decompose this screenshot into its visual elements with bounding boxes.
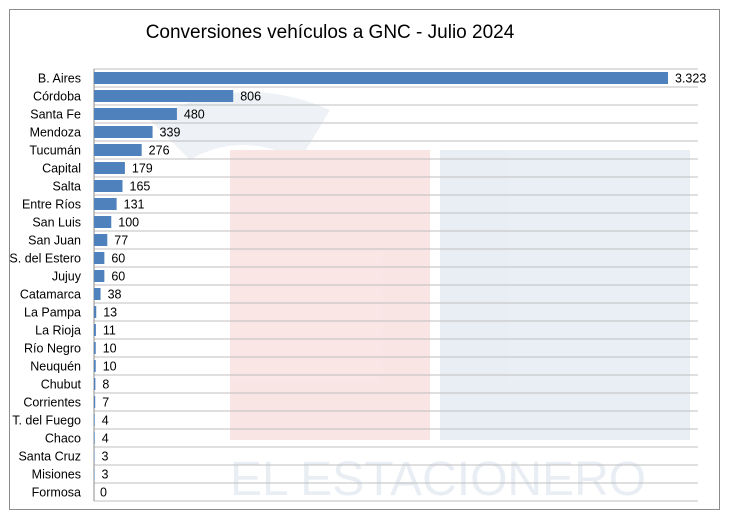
watermark-logo-e1 <box>230 150 430 440</box>
bar <box>94 126 153 138</box>
data-label: 60 <box>111 252 125 266</box>
category-label: Misiones <box>32 468 81 482</box>
category-label: San Luis <box>32 216 81 230</box>
watermark-logo-arc <box>150 92 330 160</box>
bar <box>94 162 125 174</box>
bar <box>94 288 101 300</box>
watermark-text: EL ESTACIONERO <box>230 453 646 506</box>
data-label: 806 <box>240 90 261 104</box>
bar <box>94 324 96 336</box>
bar <box>94 342 96 354</box>
bar <box>94 360 96 372</box>
data-label: 339 <box>160 126 181 140</box>
bar <box>94 180 123 192</box>
bar <box>94 252 105 264</box>
watermark-logo-e2 <box>440 150 690 440</box>
bar <box>94 270 105 282</box>
data-label: 100 <box>118 216 139 230</box>
category-label: Salta <box>53 180 82 194</box>
bar <box>94 198 117 210</box>
category-label: La Pampa <box>24 306 81 320</box>
category-label: Chubut <box>41 378 82 392</box>
data-label: 3.323 <box>675 72 706 86</box>
category-label: Santa Cruz <box>18 450 81 464</box>
category-label: Capital <box>42 162 81 176</box>
data-label: 165 <box>130 180 151 194</box>
data-label: 3 <box>102 450 109 464</box>
data-label: 276 <box>149 144 170 158</box>
data-label: 13 <box>103 306 117 320</box>
bar <box>94 396 96 408</box>
data-label: 3 <box>102 468 109 482</box>
category-label: San Juan <box>28 234 81 248</box>
bar <box>94 306 97 318</box>
data-label: 0 <box>100 486 107 500</box>
bar <box>94 450 95 462</box>
category-label: La Rioja <box>35 324 81 338</box>
data-label: 38 <box>108 288 122 302</box>
bar <box>94 234 108 246</box>
category-label: Corrientes <box>23 396 81 410</box>
bar <box>94 216 112 228</box>
category-label: Formosa <box>32 486 81 500</box>
data-label: 480 <box>184 108 205 122</box>
data-label: 8 <box>102 378 109 392</box>
category-label: Catamarca <box>20 288 81 302</box>
data-label: 10 <box>103 360 117 374</box>
category-label: Neuquén <box>30 360 81 374</box>
category-label: Chaco <box>45 432 81 446</box>
bar <box>94 432 95 444</box>
data-label: 77 <box>114 234 128 248</box>
data-label: 7 <box>102 396 109 410</box>
category-label: S. del Estero <box>9 252 81 266</box>
category-label: Entre Ríos <box>22 198 81 212</box>
bar <box>94 72 668 84</box>
bar <box>94 468 95 480</box>
chart-title: Conversiones vehículos a GNC - Julio 202… <box>145 22 515 43</box>
bar <box>94 144 142 156</box>
data-label: 11 <box>103 324 116 338</box>
data-label: 10 <box>103 342 117 356</box>
data-label: 179 <box>132 162 153 176</box>
category-label: Tucumán <box>29 144 81 158</box>
bar <box>94 378 96 390</box>
category-label: Mendoza <box>30 126 81 140</box>
data-label: 4 <box>102 414 109 428</box>
category-label: Córdoba <box>33 90 81 104</box>
bar <box>94 414 95 426</box>
bar <box>94 90 234 102</box>
data-label: 131 <box>124 198 145 212</box>
category-label: T. del Fuego <box>12 414 81 428</box>
category-label: Santa Fe <box>30 108 81 122</box>
category-label: Río Negro <box>24 342 81 356</box>
data-label: 4 <box>102 432 109 446</box>
bar <box>94 108 177 120</box>
category-label: B. Aires <box>38 72 81 86</box>
data-label: 60 <box>111 270 125 284</box>
watermark: EL ESTACIONERO <box>150 92 690 506</box>
category-label: Jujuy <box>52 270 82 284</box>
